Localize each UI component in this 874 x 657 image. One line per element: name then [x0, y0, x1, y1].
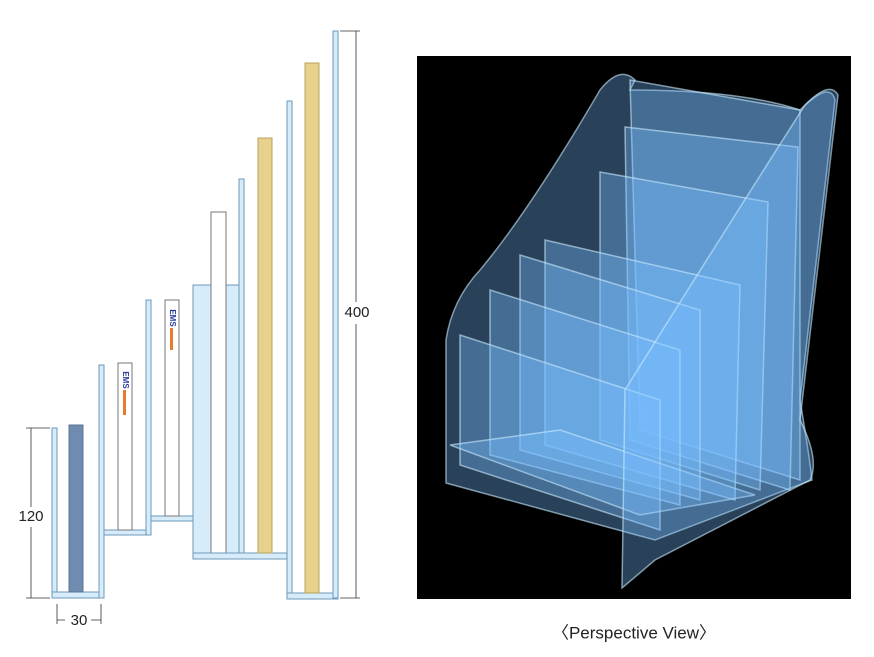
logo: EMS	[168, 309, 177, 327]
tier	[489, 288, 681, 506]
base	[103, 529, 152, 536]
tier	[544, 239, 741, 501]
wall	[51, 427, 58, 599]
tier	[459, 333, 661, 532]
dim-label: 400	[344, 304, 369, 321]
label-bg	[65, 610, 91, 630]
tier	[599, 171, 769, 492]
pamphlet	[68, 424, 84, 593]
pamphlet	[257, 137, 273, 554]
front-panel	[621, 88, 839, 590]
base	[51, 591, 105, 599]
wall	[286, 100, 293, 599]
side-section: EMS EMS	[51, 30, 339, 600]
label-bg	[340, 302, 372, 324]
wall	[332, 30, 339, 599]
logo-mark	[170, 328, 173, 350]
base	[150, 515, 196, 522]
base	[286, 592, 339, 600]
tier	[519, 253, 701, 501]
wall	[98, 364, 105, 599]
dim-label: 30	[71, 612, 88, 629]
label-bg	[16, 507, 46, 527]
base	[192, 552, 291, 560]
dimension-lines: 120 30 400	[16, 30, 372, 630]
pamphlet	[164, 299, 180, 517]
logo: EMS	[121, 371, 130, 389]
perspective-view	[417, 56, 851, 599]
wall	[145, 299, 152, 536]
pamphlet	[304, 62, 320, 594]
wall	[238, 178, 245, 556]
caption: 〈Perspective View〉	[552, 623, 716, 642]
base-plate	[449, 429, 756, 516]
logo-mark	[123, 390, 126, 415]
pamphlet	[210, 211, 227, 554]
dim-label: 120	[18, 508, 43, 525]
pamphlet	[117, 362, 133, 531]
